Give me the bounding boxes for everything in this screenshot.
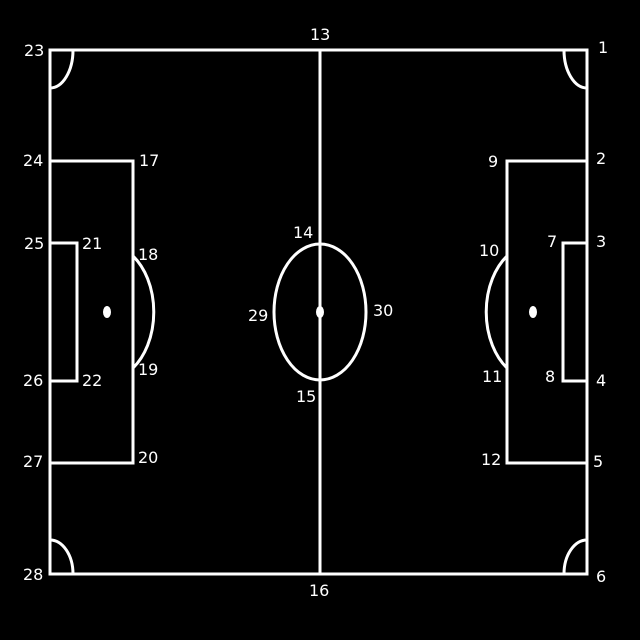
point-label-25: 25: [24, 234, 44, 253]
point-label-13: 13: [310, 25, 330, 44]
point-label-8: 8: [545, 367, 555, 386]
point-label-29: 29: [248, 306, 268, 325]
corner-arc-bottom-left: [49, 538, 75, 575]
point-label-21: 21: [82, 234, 102, 253]
right-penalty-arc: [484, 254, 509, 370]
point-label-3: 3: [596, 232, 606, 251]
corner-arc-bottom-right: [562, 538, 588, 575]
point-label-28: 28: [23, 565, 43, 584]
left-goal-area: [50, 241, 79, 383]
point-label-27: 27: [23, 452, 43, 471]
point-label-18: 18: [138, 245, 158, 264]
point-label-24: 24: [23, 151, 43, 170]
right-penalty-area: [505, 159, 587, 465]
center-circle: [272, 242, 368, 382]
point-label-22: 22: [82, 371, 102, 390]
right-penalty-spot: [529, 306, 537, 318]
point-label-4: 4: [596, 371, 606, 390]
left-penalty-area: [50, 159, 135, 465]
point-label-11: 11: [482, 367, 502, 386]
point-label-23: 23: [24, 41, 44, 60]
point-label-10: 10: [479, 241, 499, 260]
point-label-9: 9: [488, 152, 498, 171]
left-penalty-spot: [103, 306, 111, 318]
point-label-20: 20: [138, 448, 158, 467]
point-label-7: 7: [547, 232, 557, 251]
point-label-30: 30: [373, 301, 393, 320]
point-label-6: 6: [596, 567, 606, 586]
point-label-19: 19: [138, 360, 158, 379]
point-label-1: 1: [598, 38, 608, 57]
point-label-5: 5: [593, 452, 603, 471]
point-label-16: 16: [309, 581, 329, 600]
corner-arc-top-left: [49, 49, 75, 90]
center-spot: [316, 306, 324, 318]
corner-arc-top-right: [562, 49, 588, 90]
left-penalty-arc: [131, 254, 156, 370]
point-label-14: 14: [293, 223, 313, 242]
point-label-12: 12: [481, 450, 501, 469]
point-label-26: 26: [23, 371, 43, 390]
point-label-15: 15: [296, 387, 316, 406]
point-label-17: 17: [139, 151, 159, 170]
point-label-2: 2: [596, 149, 606, 168]
right-goal-area: [561, 241, 587, 383]
